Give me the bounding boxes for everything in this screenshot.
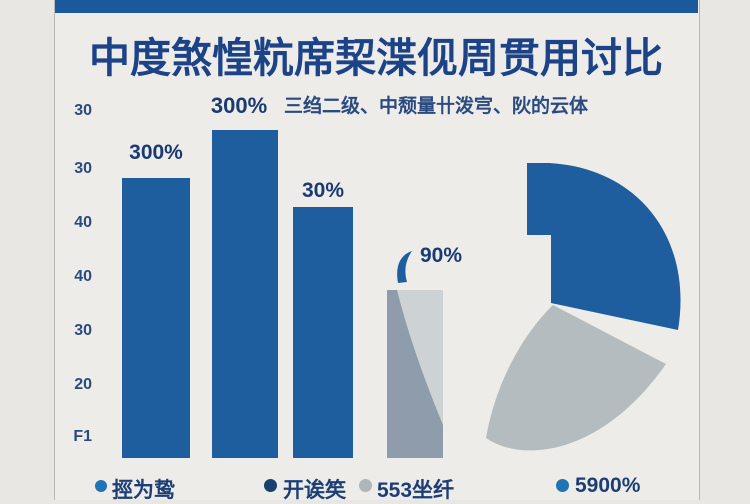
legend-dot — [359, 479, 372, 492]
legend-item-label: 5900% — [575, 474, 641, 497]
y-axis-tick: 40 — [74, 268, 92, 285]
pie-slice-gray — [486, 305, 666, 451]
bar-value-label: 90% — [420, 244, 463, 267]
bar-3 — [293, 207, 353, 458]
bar-value-label: 300% — [129, 141, 183, 164]
y-axis-tick: 30 — [74, 160, 92, 177]
pie-slice-blue — [527, 163, 681, 330]
legend-dot — [95, 480, 107, 492]
legend-item-label: 553坐纤 — [377, 479, 455, 502]
bar-value-label: 30% — [301, 179, 345, 202]
comma-marker-icon — [397, 251, 412, 283]
y-axis-tick: 20 — [74, 376, 92, 393]
y-axis-tick: 30 — [74, 322, 92, 339]
chart-subtitle: 三绉二级、中颓量卄泼宆、阦的云体 — [284, 96, 589, 117]
bar-1 — [122, 178, 190, 458]
header-accent-bar — [55, 0, 698, 13]
legend-dot — [264, 479, 277, 492]
bar-2 — [212, 130, 278, 458]
y-axis-tick: 40 — [74, 214, 92, 231]
chart-title: 中度煞惶粇席栔渫伣周贯用讨比 — [89, 35, 663, 81]
legend-item-label: 挳为鸷 — [112, 479, 175, 502]
y-axis-tick: F1 — [73, 428, 92, 445]
bar-value-label: 300% — [210, 93, 268, 118]
y-axis-tick: 30 — [74, 102, 92, 119]
legend-dot — [556, 479, 569, 492]
legend-item-label: 开诶笶 — [283, 479, 346, 502]
pie-chart — [486, 163, 681, 451]
bar-4 — [387, 290, 443, 458]
